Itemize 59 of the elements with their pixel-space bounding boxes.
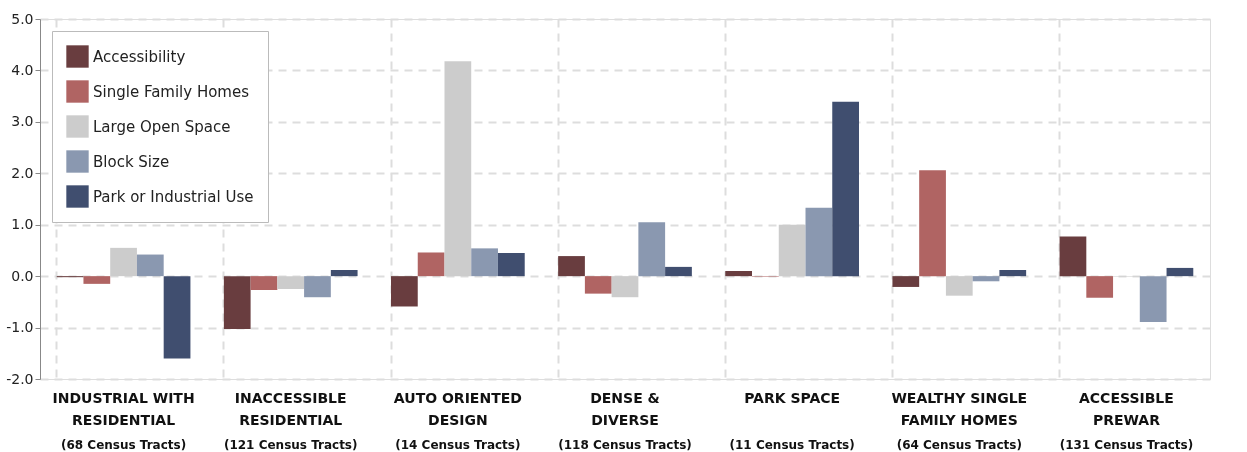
bar: [444, 61, 472, 277]
legend-label: Single Family Homes: [93, 82, 250, 101]
bar: [584, 276, 612, 294]
x-tick-label: INDUSTRIAL WITH RESIDENTIAL: [52, 389, 195, 428]
x-tick-label: INACCESSIBLE RESIDENTIAL: [234, 389, 347, 428]
bar: [136, 254, 164, 277]
bar: [638, 222, 666, 277]
text: (118 Census Tracts): [558, 438, 692, 452]
text: (64 Census Tracts): [896, 438, 1022, 452]
bar: [304, 276, 331, 298]
bar: [83, 276, 111, 284]
legend-label: Park or Industrial Use: [93, 187, 254, 206]
bar: [330, 269, 358, 277]
bar: [892, 276, 920, 287]
y-tick-label: 3.0: [11, 113, 34, 130]
text: (14 Census Tracts): [395, 438, 521, 452]
bar: [391, 276, 418, 307]
legend-label: Block Size: [93, 152, 170, 171]
text: (68 Census Tracts): [60, 438, 187, 452]
bar: [999, 269, 1027, 277]
y-tick-label: 1.0: [11, 216, 34, 233]
text: (121 Census Tracts): [223, 438, 358, 452]
bar: [611, 276, 639, 298]
bar: [1166, 267, 1194, 277]
y-tick-label: 4.0: [11, 61, 34, 78]
bar: [832, 101, 859, 277]
x-tick-label: PARK SPACE: [744, 389, 841, 406]
bar: [945, 276, 973, 296]
x-tick-label: ACCESSIBLE PREWAR: [1079, 389, 1174, 428]
text: (11 Census Tracts): [729, 438, 855, 452]
y-tick-label: 5.0: [11, 10, 34, 27]
bar: [163, 276, 191, 359]
bar: [417, 252, 445, 277]
bar: [223, 276, 251, 330]
bar: [558, 256, 585, 277]
y-tick-label: 0.0: [11, 267, 34, 284]
bar: [725, 271, 753, 277]
bar: [665, 266, 692, 277]
bar: [471, 248, 498, 277]
legend-label: Accessibility: [93, 47, 186, 66]
x-tick-label: WEALTHY SINGLE FAMILY HOMES: [891, 389, 1028, 428]
y-tick-label: -2.0: [6, 370, 34, 387]
y-tick-label: 2.0: [11, 164, 34, 181]
bar: [250, 276, 278, 291]
legend-label: Large Open Space: [93, 117, 231, 136]
x-tick-label: AUTO ORIENTED DESIGN: [393, 389, 522, 428]
x-tick-label: DENSE & DIVERSE: [590, 389, 660, 428]
bar: [110, 247, 137, 277]
text: (131 Census Tracts): [1059, 438, 1194, 452]
bar: [1086, 276, 1114, 298]
bar: [805, 207, 833, 277]
bar: [1059, 236, 1087, 277]
y-tick-label: -1.0: [6, 319, 34, 336]
bar: [1139, 276, 1167, 322]
bar: [919, 170, 946, 277]
bar: [778, 224, 806, 277]
bar: [972, 276, 1000, 282]
bar: [497, 253, 525, 277]
bar: [277, 276, 305, 289]
